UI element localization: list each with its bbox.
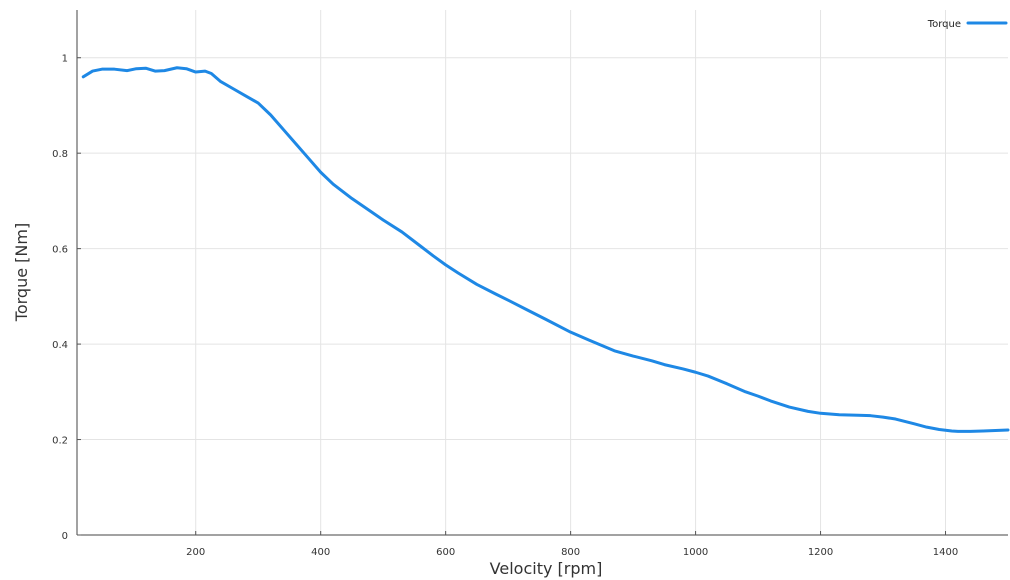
x-tick-label: 400	[311, 547, 330, 558]
x-tick-label: 1200	[808, 547, 833, 558]
legend: Torque	[927, 19, 1008, 30]
y-tick-label: 0.2	[52, 436, 68, 447]
x-tick-label: 1400	[933, 547, 958, 558]
torque-series-line	[81, 66, 1010, 433]
gridlines	[77, 10, 1008, 535]
series-layer	[81, 66, 1010, 433]
x-tick-label: 600	[436, 547, 455, 558]
y-tick-label: 1	[62, 54, 68, 65]
axes	[76, 10, 1008, 536]
y-tick-label: 0.6	[52, 245, 68, 256]
x-tick-label: 200	[186, 547, 205, 558]
x-tick-label: 1000	[683, 547, 708, 558]
y-tick-label: 0	[62, 531, 68, 542]
legend-label-torque: Torque	[927, 19, 961, 30]
y-axis-title: Torque [Nm]	[12, 223, 31, 322]
y-tick-label: 0.4	[52, 340, 68, 351]
x-axis-title: Velocity [rpm]	[490, 559, 603, 578]
x-tick-label: 800	[561, 547, 580, 558]
y-tick-label: 0.8	[52, 149, 68, 160]
tick-labels: 200 400 600 800 1000 1200 1400 0 0.2 0.4 0.6 0.8 1	[52, 54, 958, 558]
